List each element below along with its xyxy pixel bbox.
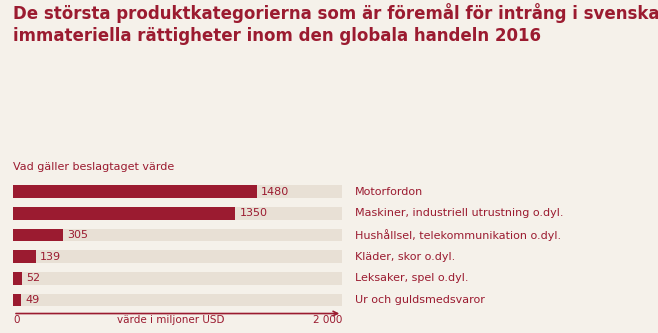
Bar — [13, 272, 22, 285]
Text: Motorfordon: Motorfordon — [355, 187, 424, 197]
Text: 305: 305 — [68, 230, 88, 240]
Bar — [13, 272, 342, 285]
Text: 0: 0 — [13, 315, 20, 325]
Text: Leksaker, spel o.dyl.: Leksaker, spel o.dyl. — [355, 273, 468, 283]
Text: 2 000: 2 000 — [313, 315, 342, 325]
Bar — [13, 250, 36, 263]
Text: Maskiner, industriell utrustning o.dyl.: Maskiner, industriell utrustning o.dyl. — [355, 208, 564, 218]
Text: De största produktkategorierna som är föremål för intrång i svenska
immateriella: De största produktkategorierna som är fö… — [13, 3, 658, 45]
Text: 1480: 1480 — [261, 187, 289, 197]
Text: 52: 52 — [26, 273, 40, 283]
Text: Ur och guldsmedsvaror: Ur och guldsmedsvaror — [355, 295, 485, 305]
Text: Vad gäller beslagtaget värde: Vad gäller beslagtaget värde — [13, 162, 174, 171]
Text: Hushållsel, telekommunikation o.dyl.: Hushållsel, telekommunikation o.dyl. — [355, 229, 561, 241]
Bar — [13, 185, 257, 198]
Text: värde i miljoner USD: värde i miljoner USD — [117, 315, 225, 325]
Text: Kläder, skor o.dyl.: Kläder, skor o.dyl. — [355, 252, 455, 262]
Bar — [13, 207, 236, 220]
Text: 139: 139 — [40, 252, 61, 262]
Text: 49: 49 — [25, 295, 39, 305]
Bar — [13, 250, 342, 263]
Bar — [13, 294, 21, 306]
Text: 1350: 1350 — [240, 208, 267, 218]
Bar — [13, 229, 342, 241]
Bar — [13, 207, 342, 220]
Bar — [13, 229, 63, 241]
Bar — [13, 185, 342, 198]
Bar — [13, 294, 342, 306]
